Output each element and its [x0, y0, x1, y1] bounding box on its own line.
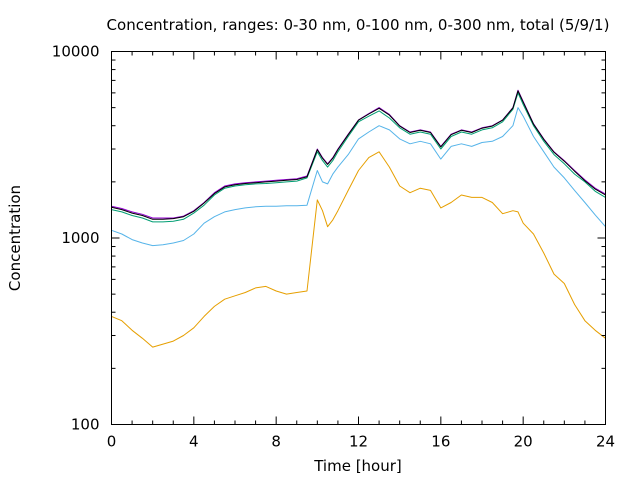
x-tick-label: 20: [514, 433, 533, 451]
series-line-2: [111, 107, 606, 247]
chart-title: Concentration, ranges: 0-30 nm, 0-100 nm…: [107, 16, 610, 34]
series-line-1: [111, 151, 606, 348]
y-tick-label: 1000: [61, 229, 99, 247]
y-tick-label: 10000: [52, 43, 100, 61]
x-tick-label: 12: [349, 433, 368, 451]
x-tick-label: 0: [107, 433, 117, 451]
x-tick-label: 4: [189, 433, 199, 451]
series-layer: [111, 89, 606, 348]
series-line-4: [111, 89, 606, 219]
x-tick-label: 8: [271, 433, 281, 451]
x-tick-label: 16: [431, 433, 450, 451]
x-tick-label: 24: [596, 433, 615, 451]
plot-frame: [111, 51, 606, 425]
series-line-3: [111, 92, 606, 223]
series-line-5: [111, 90, 606, 220]
x-axis-title: Time [hour]: [313, 457, 402, 475]
y-axis-title: Concentration: [6, 185, 24, 291]
ticks-layer: 0 4 8 12 16 20 24 100 1000 10000: [52, 43, 615, 451]
y-tick-label: 100: [71, 416, 100, 434]
